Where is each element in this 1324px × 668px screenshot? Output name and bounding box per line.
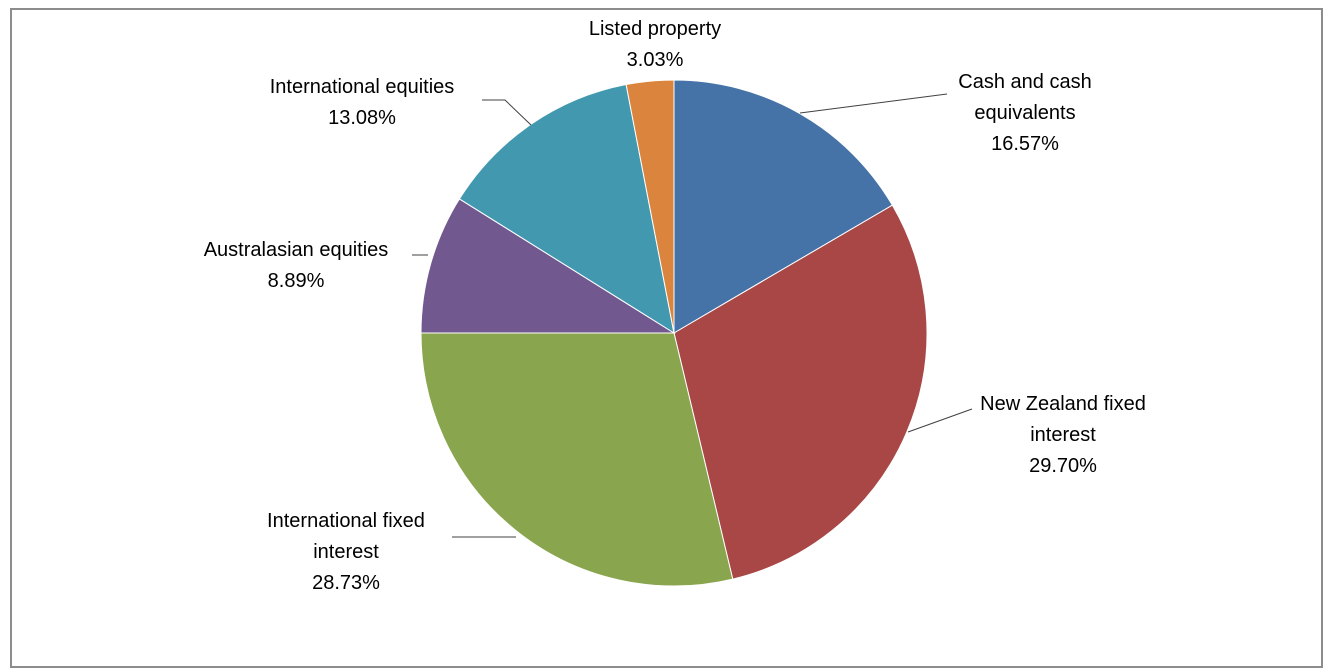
- slice-label-group: International equities 13.08%: [270, 76, 455, 129]
- slice-category-label: International fixed: [267, 510, 425, 532]
- slice-category-label: New Zealand fixed: [980, 393, 1146, 415]
- slice-label-group: Listed property 3.03%: [589, 18, 721, 71]
- slice-value-label: 16.57%: [991, 133, 1059, 155]
- labels-layer: Cash and cash equivalents 16.57% New Zealan…: [204, 18, 1146, 594]
- slice-category-label: International equities: [270, 76, 455, 98]
- slices-layer: [420, 79, 928, 587]
- slice-value-label: 8.89%: [268, 270, 325, 292]
- slice-value-label: 13.08%: [328, 107, 396, 129]
- slice-category-label: Australasian equities: [204, 239, 389, 261]
- slice-category-label: interest: [313, 541, 379, 563]
- pie-slice: [420, 332, 734, 587]
- slice-category-label: interest: [1030, 424, 1096, 446]
- slice-category-label: Listed property: [589, 18, 721, 40]
- slice-label-group: Australasian equities 8.89%: [204, 239, 389, 292]
- slice-label-group: International fixed interest 28.73%: [267, 510, 425, 594]
- slice-value-label: 29.70%: [1029, 455, 1097, 477]
- pie-slice: [673, 204, 928, 580]
- pie-slice: [673, 79, 894, 334]
- pie-slice: [420, 198, 676, 334]
- leader-line: [482, 99, 532, 126]
- slice-label-group: Cash and cash equivalents 16.57%: [958, 71, 1091, 155]
- slice-value-label: 3.03%: [627, 49, 684, 71]
- leader-lines: [412, 93, 973, 538]
- slice-category-label: equivalents: [974, 102, 1075, 124]
- pie-chart: Cash and cash equivalents 16.57% New Zealan…: [204, 18, 1146, 594]
- slice-value-label: 28.73%: [312, 572, 380, 594]
- leader-line: [907, 408, 973, 433]
- slice-category-label: Cash and cash: [958, 71, 1091, 93]
- leader-line: [799, 93, 948, 114]
- slice-label-group: New Zealand fixed interest 29.70%: [980, 393, 1146, 477]
- pie-slice: [625, 79, 675, 334]
